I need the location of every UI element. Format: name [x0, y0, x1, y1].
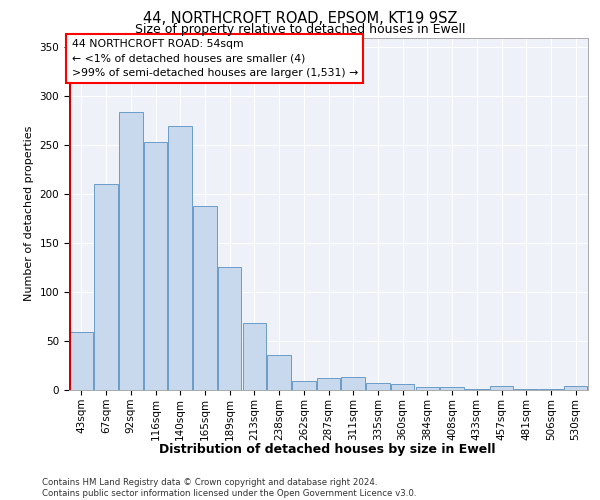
Bar	[169, 126, 192, 390]
Bar	[268, 355, 291, 390]
Bar	[218, 266, 241, 390]
Text: Distribution of detached houses by size in Ewell: Distribution of detached houses by size …	[159, 442, 495, 456]
Bar	[292, 381, 316, 390]
Bar	[440, 387, 464, 390]
Bar	[539, 389, 563, 390]
Bar	[317, 378, 340, 390]
Text: 44 NORTHCROFT ROAD: 54sqm
← <1% of detached houses are smaller (4)
>99% of semi-: 44 NORTHCROFT ROAD: 54sqm ← <1% of detac…	[71, 40, 358, 78]
Text: Contains HM Land Registry data © Crown copyright and database right 2024.
Contai: Contains HM Land Registry data © Crown c…	[42, 478, 416, 498]
Bar	[490, 386, 513, 390]
Bar	[193, 206, 217, 390]
Bar	[416, 387, 439, 390]
Bar	[242, 324, 266, 390]
Text: Size of property relative to detached houses in Ewell: Size of property relative to detached ho…	[135, 22, 465, 36]
Text: 44, NORTHCROFT ROAD, EPSOM, KT19 9SZ: 44, NORTHCROFT ROAD, EPSOM, KT19 9SZ	[143, 11, 457, 26]
Bar	[119, 112, 143, 390]
Y-axis label: Number of detached properties: Number of detached properties	[24, 126, 34, 302]
Bar	[94, 184, 118, 390]
Bar	[465, 389, 488, 390]
Bar	[366, 383, 389, 390]
Bar	[391, 384, 415, 390]
Bar	[341, 378, 365, 390]
Bar	[514, 389, 538, 390]
Bar	[564, 386, 587, 390]
Bar	[70, 332, 93, 390]
Bar	[144, 142, 167, 390]
